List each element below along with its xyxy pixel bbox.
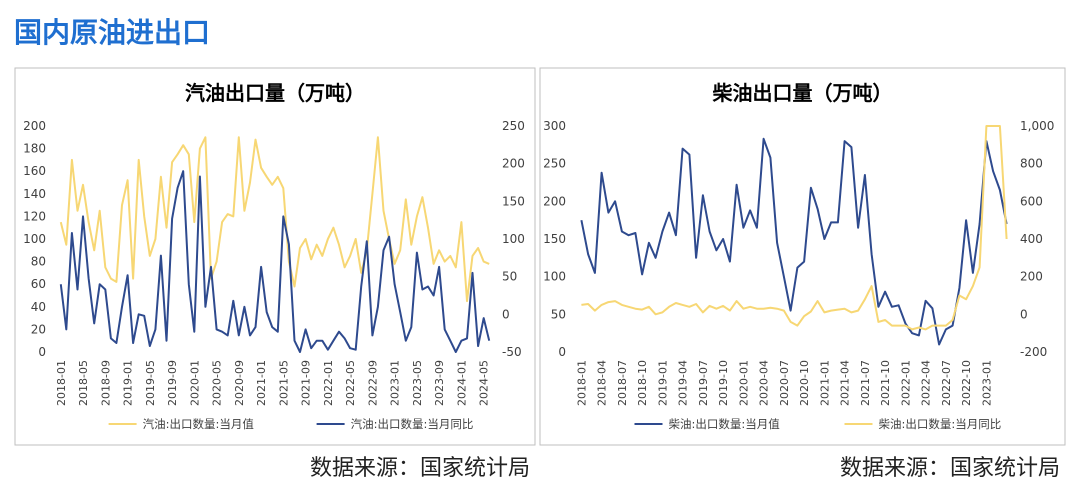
y2-tick-label: 1,000 xyxy=(1020,119,1054,133)
legend-label: 柴油:出口数量:当月同比 xyxy=(879,417,1002,431)
y-tick-label: 200 xyxy=(543,194,566,208)
y-tick-label: 80 xyxy=(31,255,46,269)
x-tick-label: 2023-05 xyxy=(411,360,424,406)
x-tick-label: 2021-01 xyxy=(255,360,268,406)
x-tick-label: 2020-01 xyxy=(737,360,750,406)
y-tick-label: 200 xyxy=(23,119,46,133)
x-tick-label: 2022-07 xyxy=(940,360,953,406)
x-tick-label: 2024-05 xyxy=(478,360,491,406)
source: 数据来源：国家统计局 xyxy=(310,456,530,481)
y2-tick-label: 100 xyxy=(502,232,525,246)
chart-title: 柴油出口量（万吨） xyxy=(712,81,893,105)
y-tick-label: 20 xyxy=(31,322,46,336)
x-tick-label: 2018-07 xyxy=(616,360,629,406)
y-tick-label: 60 xyxy=(31,277,46,291)
x-tick-label: 2020-09 xyxy=(233,360,246,406)
x-tick-label: 2019-07 xyxy=(697,360,710,406)
x-tick-label: 2019-05 xyxy=(144,360,157,406)
y-tick-label: 120 xyxy=(23,209,46,223)
legend-label: 汽油:出口数量:当月值 xyxy=(143,417,255,431)
y2-tick-label: 600 xyxy=(1020,194,1043,208)
x-tick-label: 2022-09 xyxy=(366,360,379,406)
panel-border xyxy=(539,67,1066,446)
x-tick-label: 2019-09 xyxy=(166,360,179,406)
x-tick-label: 2020-05 xyxy=(211,360,224,406)
source: 数据来源：国家统计局 xyxy=(840,456,1060,481)
y2-tick-label: 200 xyxy=(1020,270,1043,284)
x-tick-label: 2019-10 xyxy=(717,360,730,406)
x-tick-label: 2023-01 xyxy=(980,360,993,406)
y-tick-label: 160 xyxy=(23,164,46,178)
y-tick-label: 100 xyxy=(23,232,46,246)
legend-label: 柴油:出口数量:当月值 xyxy=(669,417,781,431)
y2-tick-label: 250 xyxy=(502,119,525,133)
y2-tick-label: 0 xyxy=(1020,307,1028,321)
x-tick-label: 2022-01 xyxy=(899,360,912,406)
x-tick-label: 2019-01 xyxy=(122,360,135,406)
x-tick-label: 2022-05 xyxy=(344,360,357,406)
series-line xyxy=(580,137,1008,346)
x-tick-label: 2020-07 xyxy=(778,360,791,406)
panel-border xyxy=(14,67,536,446)
y2-tick-label: 200 xyxy=(502,157,525,171)
legend-label: 汽油:出口数量:当月同比 xyxy=(351,417,474,431)
y-tick-label: 0 xyxy=(558,345,566,359)
y2-tick-label: 400 xyxy=(1020,232,1043,246)
x-tick-label: 2021-10 xyxy=(879,360,892,406)
y-tick-label: 300 xyxy=(543,119,566,133)
y2-tick-label: 50 xyxy=(502,270,517,284)
x-tick-label: 2020-01 xyxy=(188,360,201,406)
x-tick-label: 2018-01 xyxy=(575,360,588,406)
series-line xyxy=(59,136,490,303)
x-tick-label: 2018-05 xyxy=(77,360,90,406)
x-tick-label: 2021-07 xyxy=(859,360,872,406)
y2-tick-label: -200 xyxy=(1020,345,1047,359)
x-tick-label: 2022-04 xyxy=(920,360,933,406)
y-tick-label: 150 xyxy=(543,232,566,246)
x-tick-label: 2019-01 xyxy=(656,360,669,406)
x-tick-label: 2018-10 xyxy=(636,360,649,406)
y2-tick-label: 800 xyxy=(1020,157,1043,171)
series-line xyxy=(581,125,1008,331)
x-tick-label: 2021-09 xyxy=(300,360,313,406)
y2-tick-label: 150 xyxy=(502,194,525,208)
x-tick-label: 2019-04 xyxy=(677,360,690,406)
x-tick-label: 2018-09 xyxy=(99,360,112,406)
x-tick-label: 2020-10 xyxy=(798,360,811,406)
y-tick-label: 180 xyxy=(23,142,46,156)
x-tick-label: 2021-05 xyxy=(277,360,290,406)
y2-tick-label: 0 xyxy=(502,307,510,321)
x-tick-label: 2023-09 xyxy=(433,360,446,406)
y-tick-label: 100 xyxy=(543,270,566,284)
page-title: 国内原油进出口 xyxy=(14,16,210,49)
x-tick-label: 2018-04 xyxy=(596,360,609,406)
x-tick-label: 2020-04 xyxy=(758,360,771,406)
y-tick-label: 50 xyxy=(551,307,566,321)
x-tick-label: 2022-10 xyxy=(960,360,973,406)
y-tick-label: 0 xyxy=(38,345,46,359)
series-line xyxy=(59,170,491,353)
x-tick-label: 2018-01 xyxy=(55,360,68,406)
y-tick-label: 140 xyxy=(23,187,46,201)
x-tick-label: 2021-01 xyxy=(818,360,831,406)
chart-title: 汽油出口量（万吨） xyxy=(185,81,365,105)
y2-tick-label: -50 xyxy=(502,345,522,359)
y-tick-label: 250 xyxy=(543,157,566,171)
x-tick-label: 2022-01 xyxy=(322,360,335,406)
x-tick-label: 2023-01 xyxy=(389,360,402,406)
x-tick-label: 2024-01 xyxy=(455,360,468,406)
y-tick-label: 40 xyxy=(31,300,46,314)
x-tick-label: 2021-04 xyxy=(839,360,852,406)
